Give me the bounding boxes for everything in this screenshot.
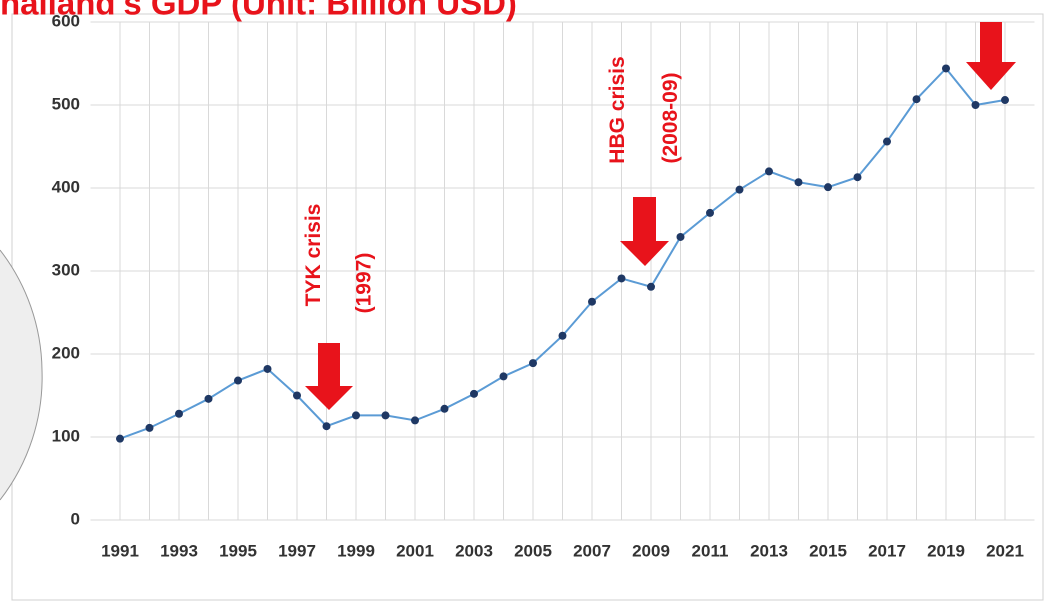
point: [264, 365, 272, 373]
x-tick-label: 2007: [573, 541, 611, 560]
point: [972, 101, 980, 109]
point: [647, 283, 655, 291]
point: [736, 186, 744, 194]
point: [1001, 96, 1009, 104]
point: [854, 173, 862, 181]
point: [677, 233, 685, 241]
point: [529, 359, 537, 367]
chart-title: hailand's GDP (Unit: Billion USD): [0, 0, 517, 22]
point: [116, 435, 124, 443]
x-tick-label: 2003: [455, 541, 493, 560]
y-tick-label: 300: [52, 260, 80, 279]
point: [942, 64, 950, 72]
point: [824, 183, 832, 191]
y-tick-label: 200: [52, 343, 80, 362]
x-tick-label: 2019: [927, 541, 965, 560]
y-tick-label: 100: [52, 426, 80, 445]
point: [234, 377, 242, 385]
x-tick-label: 2011: [692, 541, 729, 560]
globe: [0, 250, 42, 500]
point: [913, 95, 921, 103]
point: [883, 138, 891, 146]
point: [795, 178, 803, 186]
point: [352, 411, 360, 419]
point: [382, 411, 390, 419]
chart-frame: [12, 14, 1043, 600]
annotation: (1997): [352, 253, 375, 314]
point: [618, 274, 626, 282]
annotation: TYK crisis: [302, 204, 325, 307]
point: [706, 209, 714, 217]
x-tick-label: 2009: [632, 541, 670, 560]
x-tick-label: 2015: [809, 541, 847, 560]
point: [175, 410, 183, 418]
x-tick-label: 1997: [278, 541, 316, 560]
x-tick-label: 2017: [868, 541, 906, 560]
arrow: [966, 22, 1016, 90]
y-tick-label: 400: [52, 177, 80, 196]
x-tick-label: 1991: [101, 541, 139, 560]
point: [559, 332, 567, 340]
annotation: HBG crisis: [606, 56, 629, 163]
point: [588, 298, 596, 306]
x-tick-label: 1993: [160, 541, 198, 560]
point: [411, 416, 419, 424]
arrow: [620, 197, 669, 266]
point: [500, 372, 508, 380]
y-tick-label: 500: [52, 94, 80, 113]
point: [470, 390, 478, 398]
point: [293, 392, 301, 400]
arrow: [305, 343, 353, 410]
x-tick-label: 2005: [514, 541, 552, 560]
annotation: (2008-09): [659, 72, 682, 163]
x-tick-label: 2001: [396, 541, 434, 560]
point: [146, 424, 154, 432]
x-tick-label: 2013: [750, 541, 788, 560]
point: [205, 395, 213, 403]
point: [441, 405, 449, 413]
point: [323, 422, 331, 430]
x-tick-label: 1999: [337, 541, 375, 560]
x-tick-label: 2021: [986, 541, 1024, 560]
y-tick-label: 0: [71, 509, 80, 528]
point: [765, 167, 773, 175]
chart: 0100200300400500600199119931995199719992…: [0, 0, 1051, 606]
x-tick-label: 1995: [219, 541, 257, 560]
